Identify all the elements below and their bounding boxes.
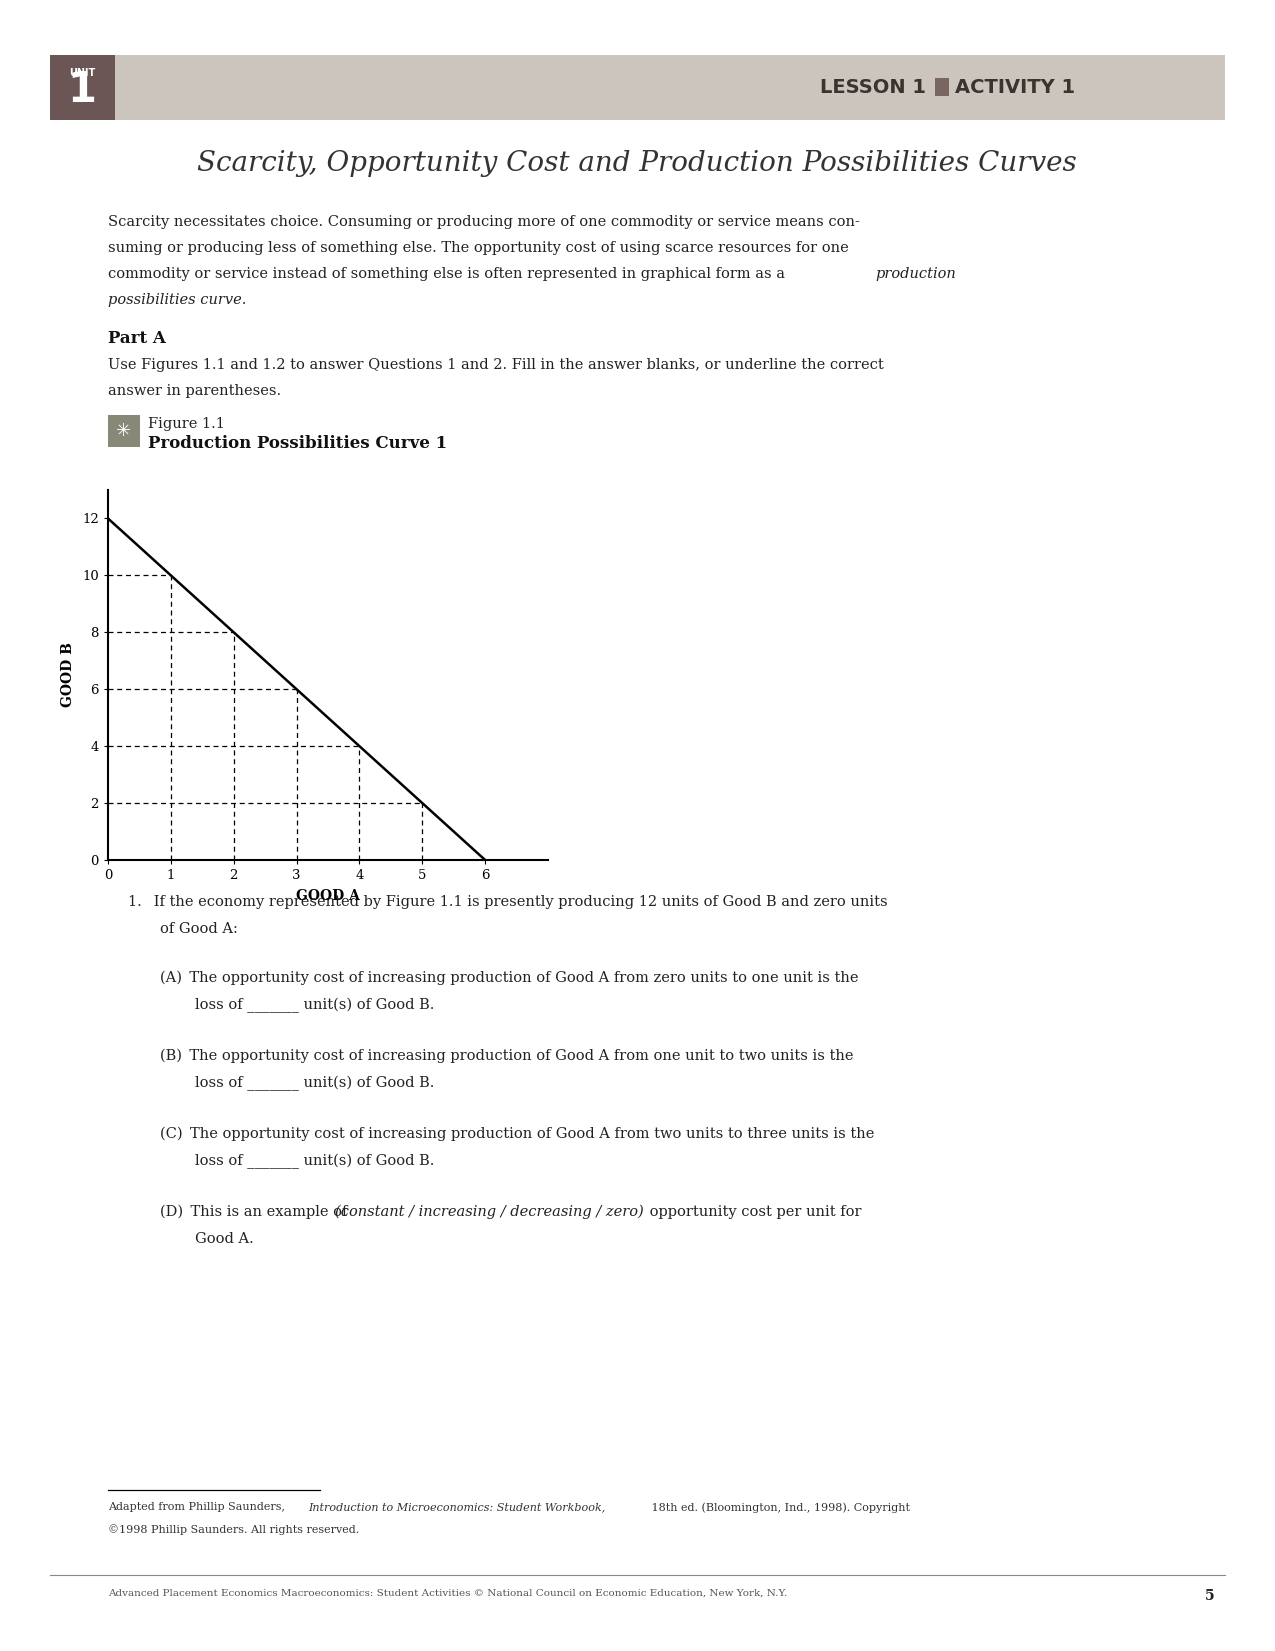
Text: answer in parentheses.: answer in parentheses. xyxy=(108,385,280,398)
Text: Good A.: Good A. xyxy=(195,1232,254,1247)
Text: suming or producing less of something else. The opportunity cost of using scarce: suming or producing less of something el… xyxy=(108,241,849,254)
Text: 18th ed. (Bloomington, Ind., 1998). Copyright: 18th ed. (Bloomington, Ind., 1998). Copy… xyxy=(648,1502,910,1512)
Text: Part A: Part A xyxy=(108,330,166,347)
Text: Scarcity necessitates choice. Consuming or producing more of one commodity or se: Scarcity necessitates choice. Consuming … xyxy=(108,215,859,229)
Text: production: production xyxy=(875,267,956,281)
FancyBboxPatch shape xyxy=(108,414,140,447)
Text: (D) This is an example of: (D) This is an example of xyxy=(159,1205,352,1220)
FancyBboxPatch shape xyxy=(935,79,949,96)
Text: 5: 5 xyxy=(1205,1588,1215,1603)
Text: Use Figures 1.1 and 1.2 to answer Questions 1 and 2. Fill in the answer blanks, : Use Figures 1.1 and 1.2 to answer Questi… xyxy=(108,358,884,371)
Text: ©1998 Phillip Saunders. All rights reserved.: ©1998 Phillip Saunders. All rights reser… xyxy=(108,1524,360,1535)
Text: (A) The opportunity cost of increasing production of Good A from zero units to o: (A) The opportunity cost of increasing p… xyxy=(159,971,858,986)
Text: ✳: ✳ xyxy=(116,423,131,441)
Text: Figure 1.1: Figure 1.1 xyxy=(148,418,224,431)
Text: possibilities curve.: possibilities curve. xyxy=(108,292,246,307)
FancyBboxPatch shape xyxy=(50,54,115,121)
Text: (C) The opportunity cost of increasing production of Good A from two units to th: (C) The opportunity cost of increasing p… xyxy=(159,1128,875,1141)
Text: loss of _______ unit(s) of Good B.: loss of _______ unit(s) of Good B. xyxy=(195,1076,435,1091)
Text: loss of _______ unit(s) of Good B.: loss of _______ unit(s) of Good B. xyxy=(195,1154,435,1169)
Text: Advanced Placement Economics Macroeconomics: Student Activities © National Counc: Advanced Placement Economics Macroeconom… xyxy=(108,1588,787,1598)
Text: of Good A:: of Good A: xyxy=(159,921,238,936)
Text: 1: 1 xyxy=(68,68,97,111)
Text: Introduction to Microeconomics: Student Workbook,: Introduction to Microeconomics: Student … xyxy=(309,1502,606,1512)
Text: loss of _______ unit(s) of Good B.: loss of _______ unit(s) of Good B. xyxy=(195,997,435,1014)
Text: Macroeconomics: Macroeconomics xyxy=(122,71,432,104)
Text: opportunity cost per unit for: opportunity cost per unit for xyxy=(645,1205,862,1218)
Text: (constant / increasing / decreasing / zero): (constant / increasing / decreasing / ze… xyxy=(335,1205,644,1220)
Text: 1.  If the economy represented by Figure 1.1 is presently producing 12 units of : 1. If the economy represented by Figure … xyxy=(128,895,887,910)
Text: LESSON 1: LESSON 1 xyxy=(820,78,926,97)
Text: commodity or service instead of something else is often represented in graphical: commodity or service instead of somethin… xyxy=(108,267,789,281)
Text: Scarcity, Opportunity Cost and Production Possibilities Curves: Scarcity, Opportunity Cost and Productio… xyxy=(198,150,1077,177)
X-axis label: GOOD A: GOOD A xyxy=(296,888,360,903)
Text: ACTIVITY 1: ACTIVITY 1 xyxy=(955,78,1075,97)
Text: Production Possibilities Curve 1: Production Possibilities Curve 1 xyxy=(148,434,448,452)
Text: UNIT: UNIT xyxy=(69,68,96,78)
Text: (B) The opportunity cost of increasing production of Good A from one unit to two: (B) The opportunity cost of increasing p… xyxy=(159,1048,853,1063)
Text: Adapted from Phillip Saunders,: Adapted from Phillip Saunders, xyxy=(108,1502,288,1512)
Y-axis label: GOOD B: GOOD B xyxy=(61,642,75,707)
FancyBboxPatch shape xyxy=(50,54,1225,121)
